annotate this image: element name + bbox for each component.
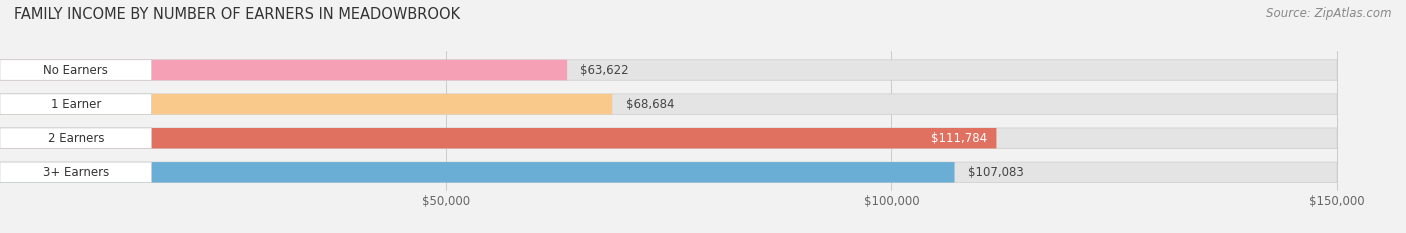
Text: 1 Earner: 1 Earner <box>51 98 101 111</box>
FancyBboxPatch shape <box>0 162 1337 182</box>
Text: $63,622: $63,622 <box>581 64 628 76</box>
FancyBboxPatch shape <box>0 94 152 114</box>
Text: 2 Earners: 2 Earners <box>48 132 104 145</box>
Text: No Earners: No Earners <box>44 64 108 76</box>
Text: $107,083: $107,083 <box>967 166 1024 179</box>
FancyBboxPatch shape <box>0 94 1337 114</box>
FancyBboxPatch shape <box>0 162 152 182</box>
Text: 3+ Earners: 3+ Earners <box>42 166 108 179</box>
FancyBboxPatch shape <box>0 60 567 80</box>
Text: $68,684: $68,684 <box>626 98 673 111</box>
FancyBboxPatch shape <box>0 162 955 182</box>
FancyBboxPatch shape <box>0 60 152 80</box>
FancyBboxPatch shape <box>0 128 152 148</box>
FancyBboxPatch shape <box>0 128 1337 148</box>
FancyBboxPatch shape <box>0 128 997 148</box>
Text: Source: ZipAtlas.com: Source: ZipAtlas.com <box>1267 7 1392 20</box>
Text: FAMILY INCOME BY NUMBER OF EARNERS IN MEADOWBROOK: FAMILY INCOME BY NUMBER OF EARNERS IN ME… <box>14 7 460 22</box>
FancyBboxPatch shape <box>0 94 612 114</box>
Text: $111,784: $111,784 <box>931 132 987 145</box>
FancyBboxPatch shape <box>0 60 1337 80</box>
